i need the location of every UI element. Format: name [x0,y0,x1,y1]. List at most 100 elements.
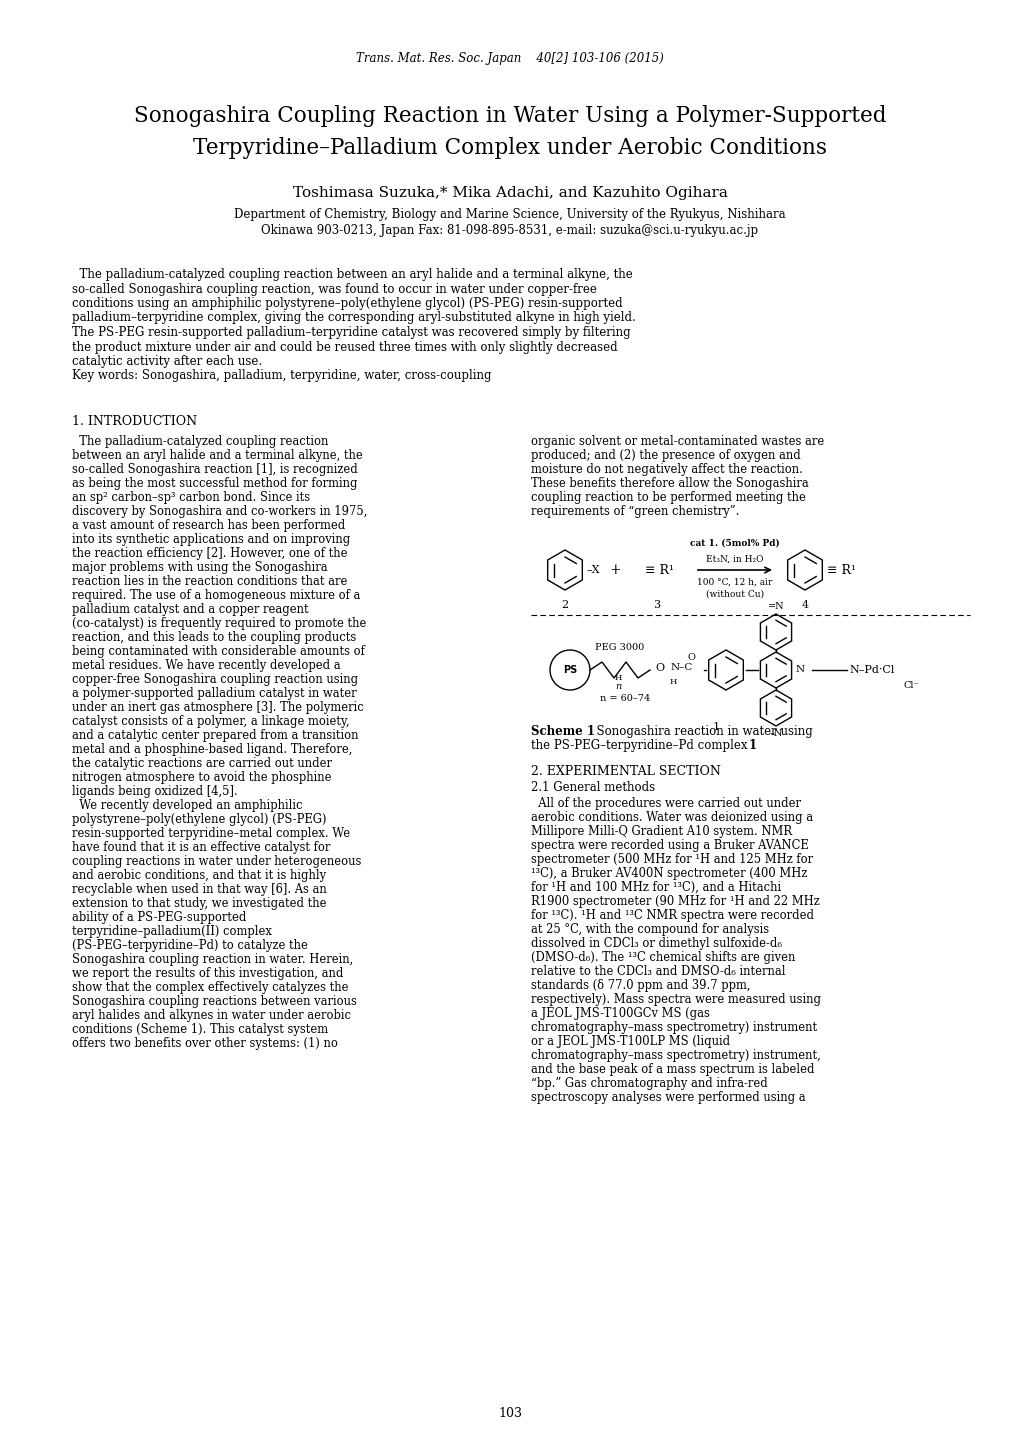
Text: conditions (Scheme 1). This catalyst system: conditions (Scheme 1). This catalyst sys… [72,1022,328,1035]
Text: 2: 2 [560,600,568,610]
Text: spectroscopy analyses were performed using a: spectroscopy analyses were performed usi… [531,1092,805,1105]
Text: =N: =N [767,601,784,611]
Text: copper-free Sonogashira coupling reaction using: copper-free Sonogashira coupling reactio… [72,673,358,686]
Text: H: H [613,673,621,682]
Text: conditions using an amphiphilic polystyrene–poly(ethylene glycol) (PS-PEG) resin: conditions using an amphiphilic polystyr… [72,297,622,310]
Text: ability of a PS-PEG-supported: ability of a PS-PEG-supported [72,911,247,924]
Text: moisture do not negatively affect the reaction.: moisture do not negatively affect the re… [531,463,802,476]
Text: ¹³C), a Bruker AV400N spectrometer (400 MHz: ¹³C), a Bruker AV400N spectrometer (400 … [531,867,807,880]
Text: The PS-PEG resin-supported palladium–terpyridine catalyst was recovered simply b: The PS-PEG resin-supported palladium–ter… [72,326,630,339]
Text: the PS-PEG–terpyridine–Pd complex: the PS-PEG–terpyridine–Pd complex [531,738,751,751]
Text: spectra were recorded using a Bruker AVANCE: spectra were recorded using a Bruker AVA… [531,839,808,852]
Text: a polymer-supported palladium catalyst in water: a polymer-supported palladium catalyst i… [72,686,357,699]
Text: and a catalytic center prepared from a transition: and a catalytic center prepared from a t… [72,730,358,743]
Text: Okinawa 903-0213, Japan Fax: 81-098-895-8531, e-mail: suzuka@sci.u-ryukyu.ac.jp: Okinawa 903-0213, Japan Fax: 81-098-895-… [261,224,758,236]
Text: PS: PS [562,665,577,675]
Text: Key words: Sonogashira, palladium, terpyridine, water, cross-coupling: Key words: Sonogashira, palladium, terpy… [72,369,491,382]
Text: Millipore Milli-Q Gradient A10 system. NMR: Millipore Milli-Q Gradient A10 system. N… [531,825,792,838]
Text: catalytic activity after each use.: catalytic activity after each use. [72,355,262,368]
Text: N: N [795,666,804,675]
Text: coupling reactions in water under heterogeneous: coupling reactions in water under hetero… [72,855,361,868]
Text: we report the results of this investigation, and: we report the results of this investigat… [72,968,343,981]
Text: +: + [608,562,621,577]
Text: (co-catalyst) is frequently required to promote the: (co-catalyst) is frequently required to … [72,617,366,630]
Text: cat 1. (5mol% Pd): cat 1. (5mol% Pd) [690,539,780,548]
Text: catalyst consists of a polymer, a linkage moiety,: catalyst consists of a polymer, a linkag… [72,715,350,728]
Text: and aerobic conditions, and that it is highly: and aerobic conditions, and that it is h… [72,870,326,883]
Text: 4: 4 [801,600,808,610]
Text: n = 60–74: n = 60–74 [599,694,650,704]
Text: R1900 spectrometer (90 MHz for ¹H and 22 MHz: R1900 spectrometer (90 MHz for ¹H and 22… [531,895,819,908]
Text: “bp.” Gas chromatography and infra-red: “bp.” Gas chromatography and infra-red [531,1077,767,1090]
Text: 1: 1 [711,722,718,733]
Text: a vast amount of research has been performed: a vast amount of research has been perfo… [72,519,344,532]
Text: resin-supported terpyridine–metal complex. We: resin-supported terpyridine–metal comple… [72,828,350,841]
Text: at 25 °C, with the compound for analysis: at 25 °C, with the compound for analysis [531,923,768,936]
Text: chromatography–mass spectrometry) instrument,: chromatography–mass spectrometry) instru… [531,1048,820,1061]
Text: ligands being oxidized [4,5].: ligands being oxidized [4,5]. [72,784,237,797]
Text: (PS-PEG–terpyridine–Pd) to catalyze the: (PS-PEG–terpyridine–Pd) to catalyze the [72,939,308,952]
Text: Sonogashira coupling reactions between various: Sonogashira coupling reactions between v… [72,995,357,1008]
Text: reaction lies in the reaction conditions that are: reaction lies in the reaction conditions… [72,575,347,588]
Text: for ¹³C). ¹H and ¹³C NMR spectra were recorded: for ¹³C). ¹H and ¹³C NMR spectra were re… [531,908,813,921]
Text: required. The use of a homogeneous mixture of a: required. The use of a homogeneous mixtu… [72,588,360,601]
Text: –X: –X [586,565,600,575]
Text: ≡ R¹: ≡ R¹ [644,564,674,577]
Text: Et₃N, in H₂O: Et₃N, in H₂O [705,555,763,564]
Text: n: n [614,682,621,691]
Text: organic solvent or metal-contaminated wastes are: organic solvent or metal-contaminated wa… [531,435,823,448]
Text: polystyrene–poly(ethylene glycol) (PS-PEG): polystyrene–poly(ethylene glycol) (PS-PE… [72,813,326,826]
Text: . Sonogashira reaction in water using: . Sonogashira reaction in water using [588,725,812,738]
Text: under an inert gas atmosphere [3]. The polymeric: under an inert gas atmosphere [3]. The p… [72,701,364,714]
Text: so-called Sonogashira coupling reaction, was found to occur in water under coppe: so-called Sonogashira coupling reaction,… [72,283,596,296]
Text: an sp² carbon–sp³ carbon bond. Since its: an sp² carbon–sp³ carbon bond. Since its [72,490,310,505]
Text: 2. EXPERIMENTAL SECTION: 2. EXPERIMENTAL SECTION [531,766,720,779]
Text: produced; and (2) the presence of oxygen and: produced; and (2) the presence of oxygen… [531,448,800,461]
Text: H: H [668,678,676,686]
Text: O: O [654,663,663,673]
Text: Scheme 1: Scheme 1 [531,725,594,738]
Text: Sonogashira Coupling Reaction in Water Using a Polymer-Supported: Sonogashira Coupling Reaction in Water U… [133,105,886,127]
Text: 103: 103 [497,1407,522,1420]
Text: or a JEOL JMS-T100LP MS (liquid: or a JEOL JMS-T100LP MS (liquid [531,1035,730,1048]
Text: extension to that study, we investigated the: extension to that study, we investigated… [72,897,326,910]
Text: spectrometer (500 MHz for ¹H and 125 MHz for: spectrometer (500 MHz for ¹H and 125 MHz… [531,854,812,867]
Text: being contaminated with considerable amounts of: being contaminated with considerable amo… [72,645,365,658]
Text: Cl⁻: Cl⁻ [903,681,919,689]
Text: the product mixture under air and could be reused three times with only slightly: the product mixture under air and could … [72,340,618,353]
Text: 100 °C, 12 h, air: 100 °C, 12 h, air [697,578,772,587]
Text: palladium–terpyridine complex, giving the corresponding aryl-substituted alkyne : palladium–terpyridine complex, giving th… [72,311,635,324]
Text: standards (δ 77.0 ppm and 39.7 ppm,: standards (δ 77.0 ppm and 39.7 ppm, [531,979,750,992]
Text: chromatography–mass spectrometry) instrument: chromatography–mass spectrometry) instru… [531,1021,816,1034]
Text: Department of Chemistry, Biology and Marine Science, University of the Ryukyus, : Department of Chemistry, Biology and Mar… [234,208,785,221]
Text: Toshimasa Suzuka,* Mika Adachi, and Kazuhito Ogihara: Toshimasa Suzuka,* Mika Adachi, and Kazu… [292,186,727,200]
Text: metal residues. We have recently developed a: metal residues. We have recently develop… [72,659,340,672]
Text: recyclable when used in that way [6]. As an: recyclable when used in that way [6]. As… [72,883,326,895]
Text: Terpyridine–Palladium Complex under Aerobic Conditions: Terpyridine–Palladium Complex under Aero… [193,137,826,159]
Text: Trans. Mat. Res. Soc. Japan    40[2] 103-106 (2015): Trans. Mat. Res. Soc. Japan 40[2] 103-10… [356,52,663,65]
Text: palladium catalyst and a copper reagent: palladium catalyst and a copper reagent [72,603,309,616]
Text: as being the most successful method for forming: as being the most successful method for … [72,477,357,490]
Text: dissolved in CDCl₃ or dimethyl sulfoxide-d₆: dissolved in CDCl₃ or dimethyl sulfoxide… [531,937,782,950]
Text: –N: –N [768,730,782,738]
Text: a JEOL JMS-T100GCv MS (gas: a JEOL JMS-T100GCv MS (gas [531,1007,709,1019]
Text: terpyridine–palladium(II) complex: terpyridine–palladium(II) complex [72,924,272,937]
Text: We recently developed an amphiphilic: We recently developed an amphiphilic [72,799,303,812]
Text: aerobic conditions. Water was deionized using a: aerobic conditions. Water was deionized … [531,810,812,823]
Text: for ¹H and 100 MHz for ¹³C), and a Hitachi: for ¹H and 100 MHz for ¹³C), and a Hitac… [531,881,781,894]
Text: 3: 3 [653,600,660,610]
Text: These benefits therefore allow the Sonogashira: These benefits therefore allow the Sonog… [531,477,808,490]
Text: aryl halides and alkynes in water under aerobic: aryl halides and alkynes in water under … [72,1009,351,1022]
Text: nitrogen atmosphere to avoid the phosphine: nitrogen atmosphere to avoid the phosphi… [72,771,331,784]
Text: O: O [687,653,694,662]
Text: into its synthetic applications and on improving: into its synthetic applications and on i… [72,534,350,547]
Text: coupling reaction to be performed meeting the: coupling reaction to be performed meetin… [531,490,805,505]
Text: The palladium-catalyzed coupling reaction: The palladium-catalyzed coupling reactio… [72,435,328,448]
Text: discovery by Sonogashira and co-workers in 1975,: discovery by Sonogashira and co-workers … [72,505,367,518]
Text: reaction, and this leads to the coupling products: reaction, and this leads to the coupling… [72,632,356,645]
Text: ≡ R¹: ≡ R¹ [826,564,855,577]
Text: offers two benefits over other systems: (1) no: offers two benefits over other systems: … [72,1037,337,1050]
Text: Sonogashira coupling reaction in water. Herein,: Sonogashira coupling reaction in water. … [72,953,353,966]
Text: All of the procedures were carried out under: All of the procedures were carried out u… [531,797,800,810]
Text: so-called Sonogashira reaction [1], is recognized: so-called Sonogashira reaction [1], is r… [72,463,358,476]
